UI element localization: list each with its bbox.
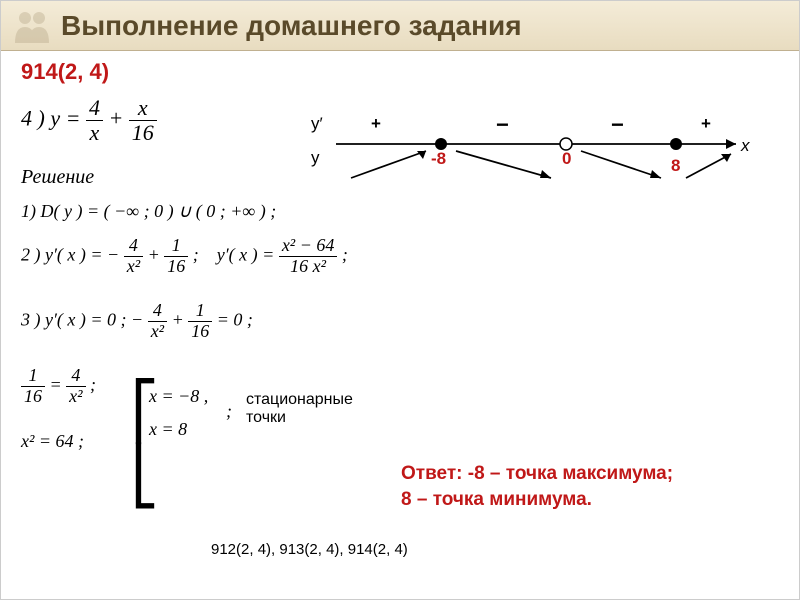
step1: 1) D( y ) = ( −∞ ; 0 ) ∪ ( 0 ; +∞ ) ; — [21, 201, 276, 222]
point-0: 0 — [562, 149, 571, 169]
sign-3: + — [701, 114, 711, 134]
step2-mid: y′( x ) = — [217, 244, 275, 264]
title-bar: Выполнение домашнего задания — [1, 1, 799, 51]
step2: 2 ) y′( x ) = − 4 x² + 1 16 ; y′( x ) = … — [21, 236, 348, 277]
step5: x² = 64 ; — [21, 431, 84, 452]
slide-container: Выполнение домашнего задания 914(2, 4) 4… — [0, 0, 800, 600]
cases-semi: ; — [226, 401, 232, 422]
answer-line2: 8 – точка минимума. — [401, 489, 592, 510]
point-8: 8 — [671, 156, 680, 176]
step2-plus: + — [148, 244, 160, 264]
step3-prefix: 3 ) y′( x ) = 0 ; − — [21, 309, 143, 329]
stationary-label: стационарные точки — [246, 391, 353, 427]
case2: x = 8 — [149, 419, 187, 440]
answer: Ответ: -8 – точка максимума; 8 – точка м… — [401, 461, 673, 512]
solution-label: Решение — [21, 166, 94, 189]
sign-0: + — [371, 114, 381, 134]
step4-eq: = — [50, 374, 62, 394]
step2-f3: x² − 64 16 x² — [279, 236, 338, 277]
step3-f2: 1 16 — [188, 301, 212, 342]
sign-diagram: y′ y x + − − + -8 0 — [311, 116, 761, 206]
step3: 3 ) y′( x ) = 0 ; − 4 x² + 1 16 = 0 ; — [21, 301, 253, 342]
answer-line1: Ответ: -8 – точка максимума; — [401, 463, 673, 484]
step4-semi: ; — [90, 374, 96, 394]
eq-prefix: 4 ) y = — [21, 106, 80, 131]
step3-plus: + — [172, 309, 184, 329]
case1: x = −8 , — [149, 386, 208, 407]
sign-1: − — [496, 112, 509, 138]
step2-prefix: 2 ) y′( x ) = − — [21, 244, 119, 264]
eq-frac2: x 16 — [129, 96, 157, 145]
step4-f1: 1 16 — [21, 366, 45, 407]
eq-plus: + — [108, 106, 123, 131]
problem-ref: 914(2, 4) — [21, 59, 109, 85]
page-title: Выполнение домашнего задания — [61, 10, 522, 42]
people-icon — [13, 9, 53, 43]
step4: 1 16 = 4 x² ; — [21, 366, 96, 407]
eq-frac1: 4 x — [86, 96, 103, 145]
step4-f2: 4 x² — [66, 366, 85, 407]
footer-ref: 912(2, 4), 913(2, 4), 914(2, 4) — [211, 541, 408, 558]
step2-semi2: ; — [342, 244, 348, 264]
point-neg8: -8 — [431, 149, 446, 169]
problem-equation: 4 ) y = 4 x + x 16 — [21, 96, 157, 145]
step2-f2: 1 16 — [164, 236, 188, 277]
step3-f1: 4 x² — [148, 301, 167, 342]
step3-eq: = 0 ; — [217, 309, 253, 329]
sign-2: − — [611, 112, 624, 138]
step2-f1: 4 x² — [124, 236, 143, 277]
step2-semi1: ; — [193, 244, 199, 264]
